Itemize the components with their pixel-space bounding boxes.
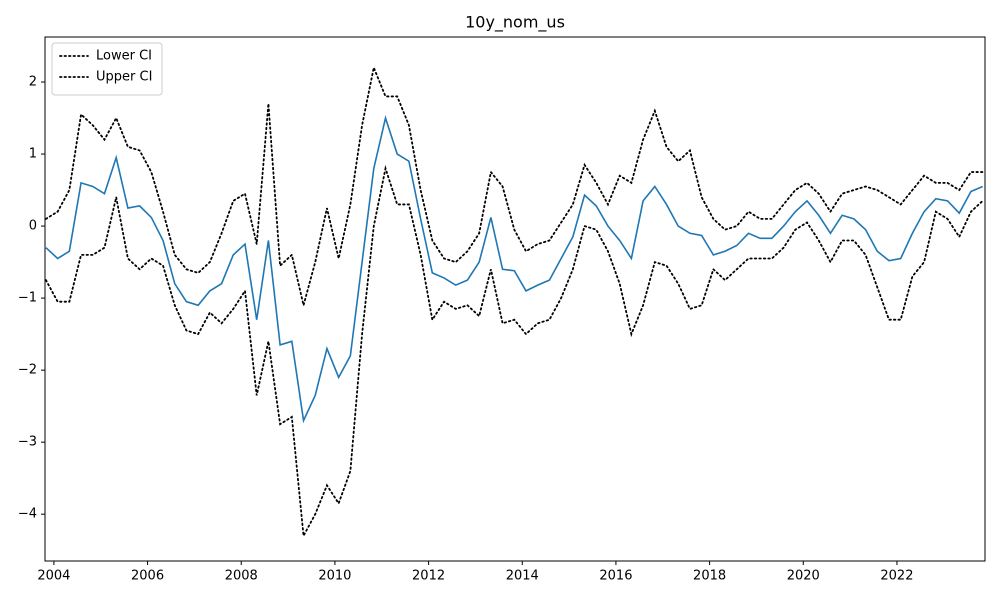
- x-tick-label: 2004: [37, 569, 70, 584]
- plot-frame: [44, 36, 986, 562]
- x-tick-label: 2016: [599, 569, 632, 584]
- y-tick-label: 2: [29, 75, 37, 90]
- x-tick-label: 2020: [787, 569, 820, 584]
- chart-title: 10y_nom_us: [465, 13, 565, 33]
- x-tick-label: 2006: [131, 569, 164, 584]
- y-tick-label: −1: [18, 291, 37, 306]
- y-tick-label: 1: [29, 147, 37, 162]
- series-line: [45, 164, 984, 539]
- y-tick-label: 0: [29, 219, 37, 234]
- series-line: [45, 64, 984, 306]
- x-tick-label: 2008: [225, 569, 258, 584]
- y-tick-label: −2: [18, 363, 37, 378]
- legend-label: Lower CI: [96, 49, 152, 64]
- x-tick-label: 2010: [318, 569, 351, 584]
- series-line: [45, 115, 983, 424]
- x-tick-label: 2022: [880, 569, 913, 584]
- x-tick-label: 2014: [506, 569, 539, 584]
- y-tick-label: −4: [18, 507, 37, 522]
- legend-label: Upper CI: [96, 70, 152, 85]
- y-tick-label: −3: [18, 435, 37, 450]
- x-tick-label: 2018: [693, 569, 726, 584]
- x-tick-label: 2012: [412, 569, 445, 584]
